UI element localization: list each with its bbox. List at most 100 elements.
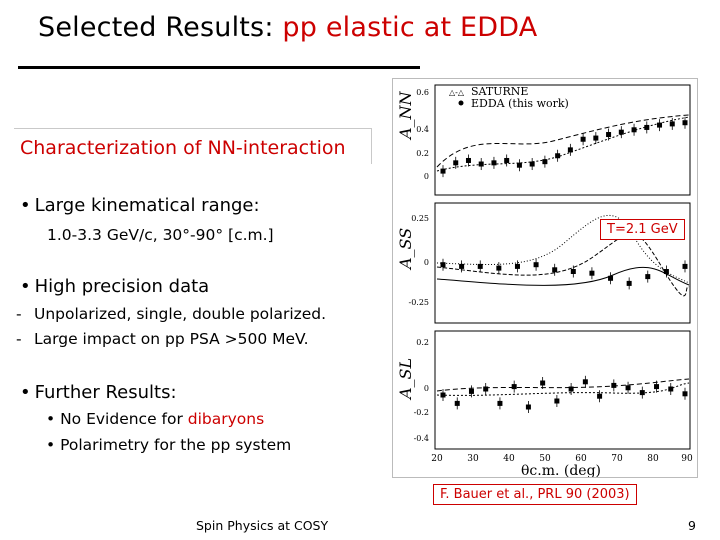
- anns-model-curve-1: [436, 114, 690, 168]
- ass-point: [533, 262, 539, 268]
- asl-tick-0.2: 0.2: [416, 338, 429, 347]
- ass-tick-0.25: 0.25: [411, 214, 429, 223]
- further-item-1-text: No Evidence for: [60, 410, 188, 428]
- x-tick-20: 20: [431, 454, 443, 464]
- dash-icon: -: [16, 330, 22, 348]
- asl-model-curve-1: [436, 378, 690, 392]
- bullet-icon: •: [20, 382, 31, 403]
- range-detail: 1.0-3.3 GeV/c, 30°-90° [c.m.]: [47, 226, 274, 244]
- asl-point: [483, 386, 489, 392]
- ass-point: [552, 267, 558, 273]
- anns-point: [555, 153, 561, 159]
- anns-point: [593, 135, 599, 141]
- legend-edda-marker: [458, 100, 464, 106]
- figure-svg: A_NN A_SS A_SL 0.6 0.4 0.2 0 0.25 0 -0.2…: [396, 84, 693, 479]
- asl-tick-minus-0.2: -0.2: [414, 408, 429, 417]
- bullet-icon: •: [46, 436, 61, 454]
- anns-tick-0: 0: [424, 172, 429, 181]
- anns-point: [669, 121, 675, 127]
- ass-point: [477, 263, 483, 269]
- anns-point: [606, 132, 612, 138]
- bullet-precision-label: High precision data: [34, 276, 210, 297]
- asl-point: [554, 398, 560, 404]
- anns-axis-label: A_NN: [396, 90, 415, 141]
- slide-title: Selected Results: pp elastic at EDDA: [38, 12, 537, 43]
- anns-point: [567, 147, 573, 153]
- ass-model-curve-2: [436, 233, 690, 297]
- asl-point: [525, 404, 531, 410]
- legend-edda: EDDA (this work): [471, 97, 569, 110]
- anns-point: [542, 159, 548, 165]
- asl-point: [611, 382, 617, 388]
- x-tick-30: 30: [467, 454, 479, 464]
- ass-point: [496, 265, 502, 271]
- bullet-range: • Large kinematical range:: [20, 195, 260, 216]
- ass-point: [682, 263, 688, 269]
- x-tick-70: 70: [611, 454, 623, 464]
- ass-point: [645, 274, 651, 280]
- anns-point: [657, 122, 663, 128]
- asl-point: [597, 393, 603, 399]
- anns-tick-0.6: 0.6: [416, 88, 429, 97]
- asl-model-curve-2: [436, 382, 690, 396]
- x-axis-label: θc.m. (deg): [521, 463, 601, 477]
- ass-tick-0: 0: [424, 258, 429, 267]
- energy-label: T=2.1 GeV: [600, 219, 685, 240]
- anns-point: [440, 168, 446, 174]
- ass-point: [570, 269, 576, 274]
- anns-point: [516, 162, 522, 168]
- legend-saturne: SATURNE: [471, 85, 528, 98]
- title-accent: pp elastic at EDDA: [282, 12, 538, 43]
- asl-point: [497, 400, 503, 406]
- anns-tick-0.4: 0.4: [416, 125, 429, 134]
- bullet-range-label: Large kinematical range:: [34, 195, 260, 216]
- ass-point: [514, 263, 520, 269]
- asl-point: [625, 385, 631, 391]
- spin-observables-figure: A_NN A_SS A_SL 0.6 0.4 0.2 0 0.25 0 -0.2…: [392, 78, 698, 479]
- footer-title: Spin Physics at COSY: [196, 518, 329, 533]
- citation: F. Bauer et al., PRL 90 (2003): [433, 484, 637, 505]
- ass-tick-minus-0.25: -0.25: [408, 298, 429, 307]
- ass-point: [626, 280, 632, 286]
- dash-icon: -: [16, 305, 22, 323]
- x-tick-60: 60: [575, 454, 587, 464]
- ass-model-curve-3: [436, 266, 690, 286]
- dash-item-2-text: Large impact on pp PSA >500 MeV.: [34, 330, 309, 348]
- legend: △-△ SATURNE EDDA (this work): [449, 85, 569, 110]
- dash-item-2: - Large impact on pp PSA >500 MeV.: [16, 330, 309, 348]
- asl-point: [582, 379, 588, 385]
- anns-point: [529, 161, 535, 167]
- further-item-2-text: Polarimetry for the pp system: [60, 436, 292, 454]
- asl-tick-0: 0: [424, 384, 429, 393]
- ass-point: [663, 269, 669, 274]
- anns-model-curve-2: [436, 116, 690, 172]
- anns-panel-frame: [434, 84, 691, 196]
- x-tick-50: 50: [539, 454, 551, 464]
- anns-data-points: [440, 116, 688, 178]
- title-underline: [18, 66, 420, 69]
- x-tick-40: 40: [503, 454, 515, 464]
- further-item-1: • No Evidence for dibaryons: [46, 410, 264, 428]
- anns-point: [504, 157, 510, 163]
- x-axis-ticks: 20 30 40 50 60 70 80 90: [431, 454, 693, 464]
- asl-axis-label: A_SL: [396, 358, 415, 401]
- anns-point: [682, 120, 688, 126]
- dash-item-1: - Unpolarized, single, double polarized.: [16, 305, 326, 323]
- asl-data-points: [440, 375, 688, 413]
- bullet-further: • Further Results:: [20, 382, 177, 403]
- section-heading: Characterization of NN-interaction: [20, 137, 346, 159]
- dash-item-1-text: Unpolarized, single, double polarized.: [34, 305, 327, 323]
- asl-point: [468, 388, 474, 394]
- anns-point: [491, 160, 497, 166]
- anns-point: [644, 124, 650, 130]
- page-number: 9: [688, 518, 696, 533]
- anns-point: [478, 161, 484, 167]
- title-plain: Selected Results:: [38, 12, 283, 43]
- anns-point: [465, 157, 471, 163]
- ass-axis-label: A_SS: [396, 228, 415, 271]
- subtitle-frame: [14, 128, 372, 164]
- ass-point: [459, 263, 465, 269]
- asl-point: [654, 384, 660, 390]
- bullet-icon: •: [20, 195, 31, 216]
- ass-data-points: [440, 258, 688, 290]
